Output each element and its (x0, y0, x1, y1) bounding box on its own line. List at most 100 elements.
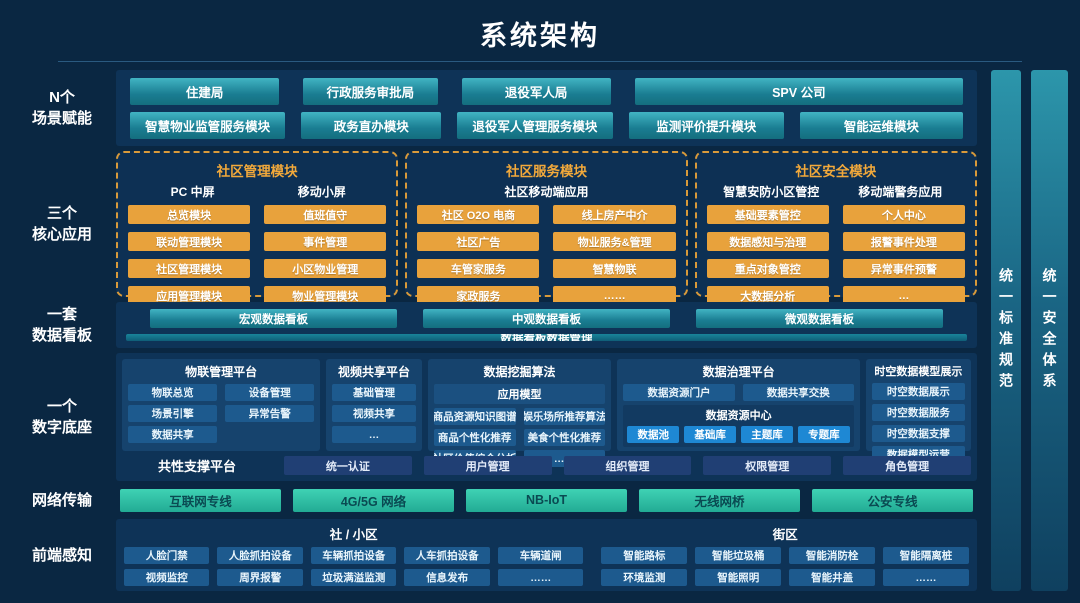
scenario-box: SPV 公司 (634, 77, 963, 105)
module-item: 社区 O2O 电商 (417, 205, 540, 224)
platform-title: 数据治理平台 (702, 365, 775, 379)
network-item: 4G/5G 网络 (293, 488, 454, 512)
platform-item: 场景引擎 (128, 405, 218, 422)
dashboard-panel: 宏观数据看板 中观数据看板 微观数据看板 数据看板数据管理 (116, 302, 977, 348)
module-item: 社区广告 (417, 232, 540, 251)
module-item: 事件管理 (264, 232, 387, 251)
platform-items: 物联总览 设备管理 场景引擎 异常告警 数据共享 (128, 384, 315, 443)
library-item: 专题库 (797, 426, 850, 443)
module-item: 值班值守 (264, 205, 387, 224)
scenario-box: 监测评价提升模块 (628, 111, 784, 139)
platform-item: 物联总览 (128, 384, 218, 401)
scenario-row2: 智慧物业监管服务模块 政务直办模块 退役军人管理服务模块 监测评价提升模块 智能… (130, 111, 963, 139)
resource-libraries: 数据池 基础库 主题库 专题库 (627, 426, 850, 443)
device-item: 人脸抓拍设备 (217, 547, 303, 564)
device-item: 周界报警 (217, 569, 303, 586)
app-model-header: 应用模型 (433, 384, 606, 404)
data-resource-center: 数据资源中心 数据池 基础库 主题库 专题库 (623, 405, 854, 447)
library-item: 数据池 (627, 426, 680, 443)
column-header: 移动端警务应用 (858, 185, 943, 199)
module-items: 总览模块 值班值守 联动管理模块 事件管理 社区管理模块 小区物业管理 应用管理… (128, 205, 387, 305)
band-core-apps: 三个 核心应用 社区管理模块 PC 中屏 移动小屏 总览模块 值班值守 联动管理… (8, 151, 977, 305)
platform-item: 数据资源门户 (623, 384, 735, 401)
module-item: 联动管理模块 (128, 232, 251, 251)
platform-item: 视频共享 (332, 405, 416, 422)
platform-item: 基础管理 (332, 384, 416, 401)
module-title: 社区安全模块 (795, 164, 877, 179)
module-item: 数据感知与治理 (706, 232, 829, 251)
scenario-panel: 住建局 行政服务审批局 退役军人局 SPV 公司 智慧物业监管服务模块 政务直办… (116, 70, 977, 146)
common-support-row: 共性支撑平台 统一认证 用户管理 组织管理 权限管理 角色管理 (122, 456, 971, 475)
column-header: 社区移动端应用 (504, 185, 589, 199)
platform-item: 商品个性化推荐 (433, 429, 516, 446)
module-item: 基础要素管控 (706, 205, 829, 224)
module-community-service: 社区服务模块 社区移动端应用 社区 O2O 电商 线上房产中介 社区广告 物业服… (405, 151, 688, 305)
common-support-item: 用户管理 (423, 456, 552, 475)
scenario-row1: 住建局 行政服务审批局 退役军人局 SPV 公司 (130, 77, 963, 105)
platform-item: 数据共享 (128, 426, 218, 443)
platform-item: 设备管理 (225, 384, 315, 401)
band-digital-base: 一个 数字底座 物联管理平台 物联总览 设备管理 场景引擎 异常告警 数据共享 (8, 353, 977, 481)
network-item: 互联网专线 (120, 488, 281, 512)
module-item: 家政服务 (417, 286, 540, 305)
device-item: 智能垃圾桶 (695, 547, 782, 564)
dashboard-row1: 宏观数据看板 中观数据看板 微观数据看板 (126, 309, 967, 328)
platform-title: 时空数据模型展示 (874, 366, 963, 378)
platform-item: 娱乐场所推荐算法 (523, 408, 606, 425)
device-item: 垃圾满溢监测 (310, 569, 397, 586)
dashboard-box: 微观数据看板 (696, 309, 943, 328)
platform-title: 物联管理平台 (185, 365, 258, 379)
common-support-title: 共性支撑平台 (157, 459, 236, 474)
side-pillars: 统一标准规范 统一安全体系 (991, 70, 1068, 591)
column-header: 智慧安防小区管控 (723, 185, 820, 199)
platform-title: 数据挖掘算法 (483, 365, 556, 379)
diagram-content: N个 场景赋能 住建局 行政服务审批局 退役军人局 SPV 公司 智慧物业监管服… (0, 70, 1080, 603)
module-item: 总览模块 (128, 205, 251, 224)
band-network: 网络传输 互联网专线 4G/5G 网络 NB-IoT 无线网桥 公安专线 (8, 486, 977, 514)
band-dashboard: 一套 数据看板 宏观数据看板 中观数据看板 微观数据看板 数据看板数据管理 (8, 302, 977, 348)
scenario-box: 退役军人管理服务模块 (457, 111, 613, 139)
module-items: 基础要素管控 个人中心 数据感知与治理 报警事件处理 重点对象管控 异常事件预警… (706, 205, 965, 305)
module-item: 个人中心 (842, 205, 965, 224)
module-item: 异常事件预警 (842, 259, 965, 278)
band-label-base: 一个 数字底座 (31, 398, 92, 436)
band-perception: 前端感知 社 / 小区 人脸门禁 人脸抓拍设备 车辆抓拍设备 人车抓拍设备 车辆… (8, 519, 977, 591)
platform-item: 时空数据服务 (871, 404, 965, 421)
column-header: PC 中屏 (170, 185, 215, 199)
device-item: 智能消防栓 (789, 547, 876, 564)
platform-item: 时空数据展示 (871, 383, 965, 400)
dashboard-management-bar: 数据看板数据管理 (126, 334, 967, 341)
resource-center-title: 数据资源中心 (705, 410, 772, 422)
network-panel: 互联网专线 4G/5G 网络 NB-IoT 无线网桥 公安专线 (116, 486, 977, 514)
band-label-perception: 前端感知 (31, 546, 92, 564)
platform-items: 时空数据展示 时空数据服务 时空数据支撑 数据模型运营 (871, 383, 965, 463)
device-item: 智能照明 (695, 569, 782, 586)
group-items: 人脸门禁 人脸抓拍设备 车辆抓拍设备 人车抓拍设备 车辆道闸 视频监控 周界报警… (124, 547, 584, 586)
module-item: … (842, 286, 965, 305)
title-divider (58, 61, 1022, 62)
platform-title: 视频共享平台 (338, 365, 411, 379)
module-item: 线上房产中介 (553, 205, 676, 224)
module-headers: 社区移动端应用 (417, 183, 675, 200)
platform-item: 数据共享交换 (742, 384, 854, 401)
scenario-box: 政务直办模块 (301, 111, 442, 139)
device-item: 车辆道闸 (497, 547, 584, 564)
device-item: 智能路标 (601, 547, 688, 564)
common-support-item: 统一认证 (284, 456, 412, 475)
device-item: 智能隔离桩 (883, 547, 969, 564)
iot-platform: 物联管理平台 物联总览 设备管理 场景引擎 异常告警 数据共享 (122, 359, 321, 451)
band-label-scenario: N个 场景赋能 (31, 89, 92, 127)
dashboard-box: 宏观数据看板 (150, 309, 397, 328)
common-support-item: 权限管理 (703, 456, 832, 475)
module-title: 社区服务模块 (505, 164, 587, 179)
module-title: 社区管理模块 (216, 164, 298, 179)
scenario-box: 智能运维模块 (799, 111, 963, 139)
platform-items: 基础管理 视频共享 … (332, 384, 416, 443)
core-modules: 社区管理模块 PC 中屏 移动小屏 总览模块 值班值守 联动管理模块 事件管理 … (116, 151, 977, 305)
device-item: …… (883, 569, 969, 586)
page-title: 系统架构 (480, 21, 600, 51)
base-platforms: 物联管理平台 物联总览 设备管理 场景引擎 异常告警 数据共享 视频共享平台 (122, 359, 971, 467)
module-item: 重点对象管控 (706, 259, 829, 278)
device-item: 环境监测 (601, 569, 688, 586)
device-item: 视频监控 (124, 569, 210, 586)
